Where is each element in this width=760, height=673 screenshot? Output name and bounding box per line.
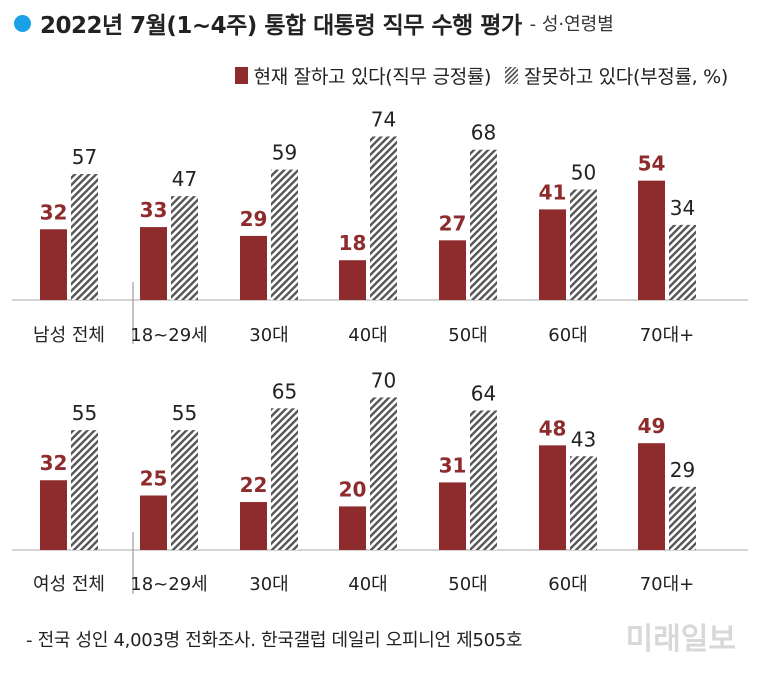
bar-negative [669, 486, 696, 550]
bar-positive [439, 240, 466, 300]
data-label-negative: 57 [72, 145, 97, 169]
bar-negative [470, 410, 497, 550]
data-label-negative: 59 [272, 141, 297, 165]
legend-negative-label: 잘못하고 있다(부정률, %) [524, 66, 728, 88]
bar-negative [171, 196, 198, 300]
category-label: 18~29세 [130, 574, 207, 595]
chart-title: 2022년 7월(1~4주) 통합 대통령 직무 수행 평가 - 성·연령별 [14, 6, 614, 40]
data-label-negative: 55 [172, 401, 197, 425]
data-label-positive: 49 [638, 414, 666, 438]
category-label: 여성 전체 [33, 574, 105, 595]
bar-negative [271, 408, 298, 550]
bar-positive [439, 482, 466, 550]
data-label-negative: 50 [571, 161, 596, 185]
data-label-positive: 31 [439, 453, 467, 477]
legend-negative-swatch [505, 67, 519, 84]
category-label: 30대 [249, 574, 288, 595]
category-label: 남성 전체 [33, 325, 105, 346]
data-label-positive: 32 [40, 451, 68, 475]
bar-positive [339, 506, 366, 550]
footer-note: - 전국 성인 4,003명 전화조사. 한국갤럽 데일리 오피니언 제505호 [26, 630, 523, 651]
category-label: 40대 [348, 325, 387, 346]
data-label-positive: 33 [140, 198, 168, 222]
data-label-negative: 55 [72, 401, 97, 425]
category-label: 50대 [448, 574, 487, 595]
data-label-positive: 41 [539, 180, 567, 204]
data-label-negative: 68 [471, 121, 496, 145]
bar-positive [638, 180, 665, 300]
bar-positive [539, 445, 566, 550]
title-main: 2022년 7월(1~4주) 통합 대통령 직무 수행 평가 [40, 13, 522, 39]
legend: 현재 잘하고 있다(직무 긍정률) 잘못하고 있다(부정률, %) [234, 62, 728, 89]
legend-positive-label: 현재 잘하고 있다(직무 긍정률) [253, 66, 492, 88]
bar-positive [240, 502, 267, 550]
bar-positive [638, 443, 665, 550]
bar-negative [669, 224, 696, 300]
category-label: 30대 [249, 325, 288, 346]
data-label-negative: 70 [371, 368, 396, 392]
bar-positive [140, 495, 167, 550]
data-label-negative: 43 [571, 427, 596, 451]
category-label: 60대 [548, 325, 587, 346]
bar-negative [370, 136, 397, 300]
data-label-negative: 65 [272, 379, 297, 403]
bar-negative [370, 397, 397, 550]
data-label-positive: 48 [539, 416, 567, 440]
data-label-positive: 54 [638, 152, 666, 176]
bar-positive [539, 209, 566, 300]
bar-positive [40, 480, 67, 550]
bar-positive [240, 235, 267, 300]
title-sub: - 성·연령별 [529, 14, 614, 35]
data-label-positive: 29 [240, 207, 268, 231]
category-label: 60대 [548, 574, 587, 595]
data-label-positive: 32 [40, 200, 68, 224]
data-label-positive: 22 [240, 473, 268, 497]
title-bullet-icon [14, 14, 31, 32]
watermark: 미래일보 [625, 622, 736, 657]
category-label: 70대+ [640, 325, 695, 346]
data-label-negative: 47 [172, 167, 197, 191]
data-label-negative: 64 [471, 381, 496, 405]
bar-negative [470, 149, 497, 300]
bar-negative [570, 456, 597, 550]
bar-positive [40, 229, 67, 300]
data-label-positive: 25 [140, 467, 168, 491]
bar-positive [339, 260, 366, 300]
bar-negative [271, 169, 298, 300]
legend-positive-swatch [234, 67, 248, 84]
data-label-positive: 18 [339, 231, 367, 255]
bar-negative [171, 430, 198, 550]
data-label-negative: 34 [670, 196, 695, 220]
category-label: 50대 [448, 325, 487, 346]
data-label-positive: 20 [339, 477, 367, 501]
data-label-negative: 29 [670, 458, 695, 482]
category-label: 40대 [348, 574, 387, 595]
bar-negative [71, 174, 98, 300]
data-label-positive: 27 [439, 211, 467, 235]
category-label: 70대+ [640, 574, 695, 595]
data-label-negative: 74 [371, 107, 396, 131]
bar-positive [140, 227, 167, 300]
bar-negative [570, 189, 597, 300]
category-label: 18~29세 [130, 325, 207, 346]
bar-negative [71, 430, 98, 550]
